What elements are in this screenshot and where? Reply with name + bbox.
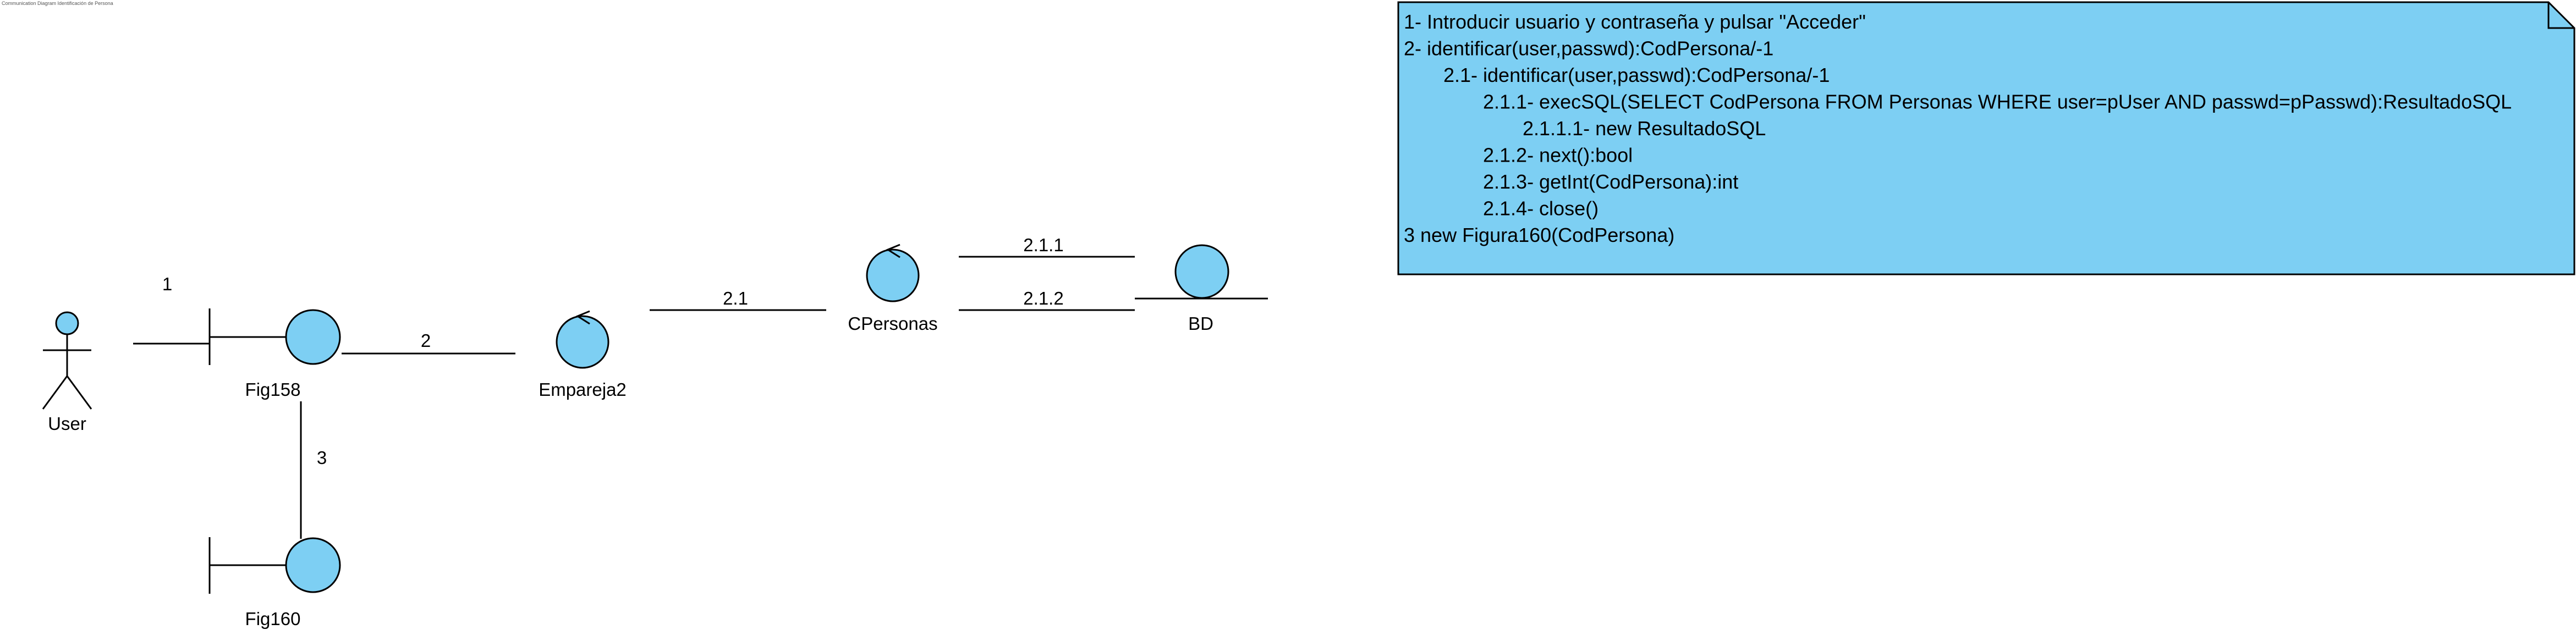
link-label-2-1-2: 2.1.2 <box>1023 288 1063 308</box>
entity-bd-label: BD <box>1188 313 1213 334</box>
note-line: 3 new Figura160(CodPersona) <box>1404 224 1674 246</box>
note-line: 2- identificar(user,passwd):CodPersona/-… <box>1404 37 1773 60</box>
link-label-1: 1 <box>162 274 172 294</box>
note-lines: 1- Introducir usuario y contraseña y pul… <box>1404 10 2512 246</box>
message-note[interactable]: 1- Introducir usuario y contraseña y pul… <box>1397 1 2575 275</box>
actor-head <box>55 311 79 335</box>
link-label-2-1-1: 2.1.1 <box>1023 235 1063 255</box>
entity-bd[interactable] <box>1135 244 1268 300</box>
note-line: 2.1- identificar(user,passwd):CodPersona… <box>1443 64 1830 86</box>
boundary-fig160[interactable] <box>208 537 341 594</box>
actor-user[interactable] <box>42 311 92 410</box>
link-label-2-1: 2.1 <box>723 288 748 308</box>
actor-user-label: User <box>48 413 86 434</box>
note-line: 2.1.1.1- new ResultadoSQL <box>1523 117 1766 140</box>
control-cpersonas-label: CPersonas <box>848 313 937 334</box>
boundary-fig160-label: Fig160 <box>245 609 301 629</box>
control-cpersonas[interactable] <box>866 244 920 302</box>
note-line: 2.1.1- execSQL(SELECT CodPersona FROM Pe… <box>1483 91 2512 113</box>
diagram-caption: Communication Diagram Identificación de … <box>2 1 113 6</box>
note-line: 1- Introducir usuario y contraseña y pul… <box>1404 10 1866 33</box>
link-label-2: 2 <box>421 330 431 351</box>
note-line: 2.1.2- next():bool <box>1483 144 1633 167</box>
control-empareja2-label: Empareja2 <box>539 379 627 400</box>
note-line: 2.1.4- close() <box>1483 197 1599 220</box>
boundary-fig158[interactable] <box>208 308 341 365</box>
note-line: 2.1.3- getInt(CodPersona):int <box>1483 170 1738 193</box>
boundary-fig158-label: Fig158 <box>245 379 301 400</box>
link-label-3: 3 <box>317 448 327 468</box>
control-empareja2[interactable] <box>556 310 609 369</box>
